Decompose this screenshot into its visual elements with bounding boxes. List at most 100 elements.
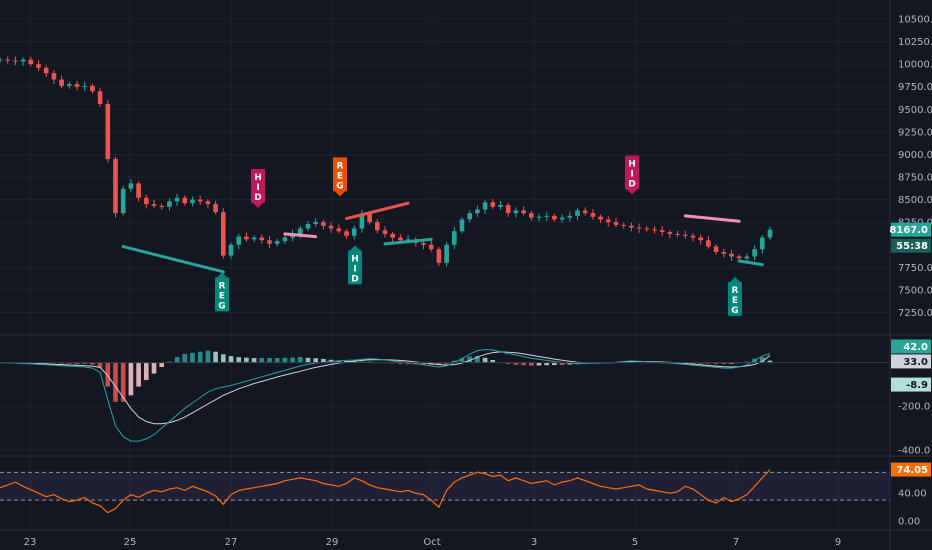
macd-histogram-bar — [690, 362, 696, 364]
time-tick-label: 7 — [733, 537, 739, 548]
macd-histogram-bar — [459, 358, 465, 363]
macd-histogram-bar — [197, 351, 203, 363]
macd-histogram-bar — [505, 362, 511, 364]
macd-histogram-bar — [698, 362, 704, 364]
candle-body — [20, 59, 26, 62]
candle-body — [536, 216, 542, 218]
candle-body — [505, 205, 511, 214]
candle-body — [613, 222, 619, 225]
countdown-badge: 55:38 — [891, 238, 931, 253]
rsi-axis[interactable]: 40.00 0.00 — [898, 489, 927, 528]
time-axis[interactable]: 23 25 27 29 Oct 3 5 7 9 — [24, 537, 842, 548]
divergence-line — [345, 201, 410, 221]
time-tick-label: 9 — [835, 537, 841, 548]
candle-body — [151, 204, 157, 206]
macd-histogram-bar — [251, 358, 257, 363]
candle-body — [159, 205, 165, 207]
macd-histogram-bar — [405, 362, 411, 365]
time-tick-label: 25 — [124, 537, 137, 548]
macd-pane[interactable] — [0, 348, 890, 442]
price-tick-label: 9000.0 — [898, 150, 932, 161]
macd-histogram-bar — [143, 362, 149, 381]
candle-body — [313, 222, 319, 224]
price-tick-label: 8500.0 — [898, 195, 932, 206]
price-tick-label: 10250.0 — [898, 37, 932, 48]
macd-axis[interactable]: -200.0 -400.0 — [898, 402, 930, 457]
macd-histogram-bar — [482, 357, 488, 363]
candle-body — [744, 256, 750, 259]
candle-body — [621, 224, 627, 226]
price-tick-label: 7250.0 — [898, 308, 932, 319]
macd-histogram-bar — [236, 357, 242, 363]
price-tick-label: 9250.0 — [898, 127, 932, 138]
candle-body — [567, 215, 573, 218]
macd-histogram-bar — [244, 357, 249, 363]
macd-histogram-bar — [744, 361, 750, 363]
macd-histogram-bar — [66, 362, 72, 364]
macd-histogram-bar — [313, 358, 319, 363]
macd-histogram-bar — [136, 362, 141, 387]
macd-histogram-bar — [359, 361, 365, 363]
macd-histogram-bar — [159, 362, 165, 367]
macd-histogram-bar — [105, 362, 111, 387]
candle-body — [659, 230, 665, 233]
candle-body — [706, 240, 711, 247]
macd-histogram-bar — [151, 362, 157, 374]
time-tick-label: 29 — [326, 537, 339, 548]
candle-body — [590, 213, 596, 217]
label-box — [251, 169, 265, 204]
time-tick-label: 5 — [632, 537, 638, 548]
rsi-tick-label: 0.00 — [898, 517, 920, 528]
macd-histogram-bar — [74, 362, 80, 364]
candle-body — [552, 215, 557, 220]
label-pointer — [627, 189, 637, 195]
macd-histogram-bar — [120, 362, 126, 402]
macd-histogram-bar — [220, 354, 226, 363]
macd-histogram-bar — [729, 362, 734, 364]
candle-body — [5, 59, 11, 61]
macd-histogram-bar — [59, 362, 64, 364]
candle-body — [351, 228, 357, 236]
macd-histogram-bar — [113, 362, 118, 402]
candle-body — [74, 84, 80, 87]
time-tick-label: Oct — [423, 537, 440, 548]
macd-histogram-bar — [767, 360, 773, 363]
candle-body — [752, 249, 757, 257]
candle-body — [36, 64, 41, 68]
macd-histogram-bar — [205, 350, 211, 363]
rsi-tick-label: 40.00 — [898, 489, 927, 500]
rsi-pane[interactable] — [0, 469, 890, 514]
price-pane[interactable]: H I D R E G H I D R E G H I D R E G — [0, 56, 773, 316]
macd-histogram-bar — [90, 362, 95, 365]
candle-body — [282, 237, 288, 242]
rsi-band — [0, 472, 890, 501]
candle-body — [482, 202, 488, 210]
macd-histogram-bar — [436, 362, 442, 366]
label-box — [348, 250, 362, 285]
candle-body — [498, 205, 503, 207]
divergence-line — [283, 232, 318, 239]
histogram-value-badge: -8.9 — [891, 377, 931, 392]
macd-histogram-bar — [713, 362, 719, 364]
candle-body — [228, 244, 234, 256]
candle-body — [667, 232, 673, 234]
candle-body — [467, 213, 473, 220]
candle-body — [328, 225, 334, 229]
divergence-line — [737, 259, 764, 267]
candle-body — [359, 214, 365, 229]
candle-body — [374, 222, 380, 231]
candle-body — [582, 210, 588, 214]
candle-body — [336, 228, 342, 232]
candle-body — [13, 60, 18, 62]
candle-body — [51, 73, 57, 80]
label-pointer — [335, 191, 345, 197]
candle-body — [390, 233, 396, 238]
candle-body — [382, 230, 388, 234]
macd-histogram-bar — [290, 357, 295, 363]
candle-body — [629, 225, 634, 228]
